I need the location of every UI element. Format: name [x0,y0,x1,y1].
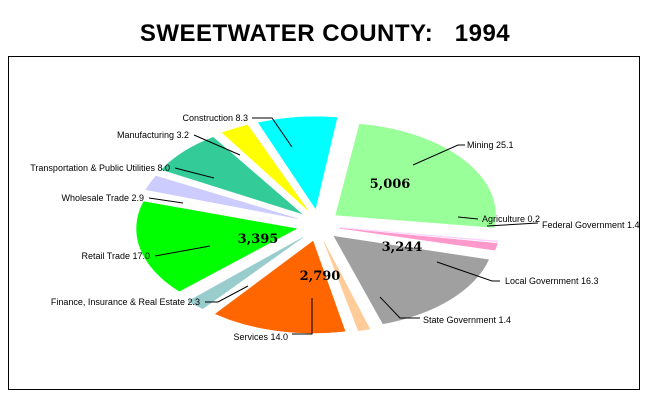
slice-label: Construction 8.3 [182,113,248,123]
pie-slice-manufacturing [221,124,309,211]
slice-label: Federal Government 1.4 [542,220,640,230]
leader-line [457,216,479,220]
slice-value-label: 5,006 [370,177,411,192]
slice-label: Transportation & Public Utilities 8.0 [30,163,170,173]
slice-value-label: 3,395 [238,232,279,247]
slice-label: State Government 1.4 [423,315,511,325]
pie-slice-wholesale-trade [145,175,298,219]
pie-slice-federal-government [339,228,498,251]
pie-slice-finance-insurance-real-estate [187,236,304,310]
slice-value-label: 2,790 [300,269,341,284]
pie-slice-construction [257,116,338,210]
leader-line [412,144,465,166]
pie-slice-services [214,240,346,334]
pie-slice-transportation-public-utilities [161,136,302,215]
leader-line [205,285,249,303]
slice-label: Wholesale Trade 2.9 [61,193,144,203]
slice-label: Local Government 16.3 [505,276,599,286]
slice-label: Finance, Insurance & Real Estate 2.3 [51,297,200,307]
slice-label: Mining 25.1 [467,140,514,150]
pie-slice-agriculture [339,227,499,243]
leader-line [148,197,184,204]
slice-label: Manufacturing 3.2 [117,130,189,140]
plot-area [8,56,640,390]
chart-title: SWEETWATER COUNTY: 1994 [139,20,511,47]
leader-line [174,167,215,179]
pie-slice-retail-trade [136,201,298,292]
slice-label: Retail Trade 17.0 [81,251,150,261]
leader-line [486,222,539,227]
leader-line [154,245,211,257]
leader-line [252,117,293,148]
slice-value-label: 3,244 [382,240,423,255]
leader-line [379,296,420,319]
leader-line [436,261,500,282]
pie-slice-mining [335,123,496,228]
slice-label: Agriculture 0.2 [482,214,540,224]
pie-slice-local-government [333,235,490,325]
slice-label: Services 14.0 [233,332,288,342]
pie-slice-state-government [323,240,371,332]
leader-line [193,134,241,156]
leader-line [292,298,313,335]
